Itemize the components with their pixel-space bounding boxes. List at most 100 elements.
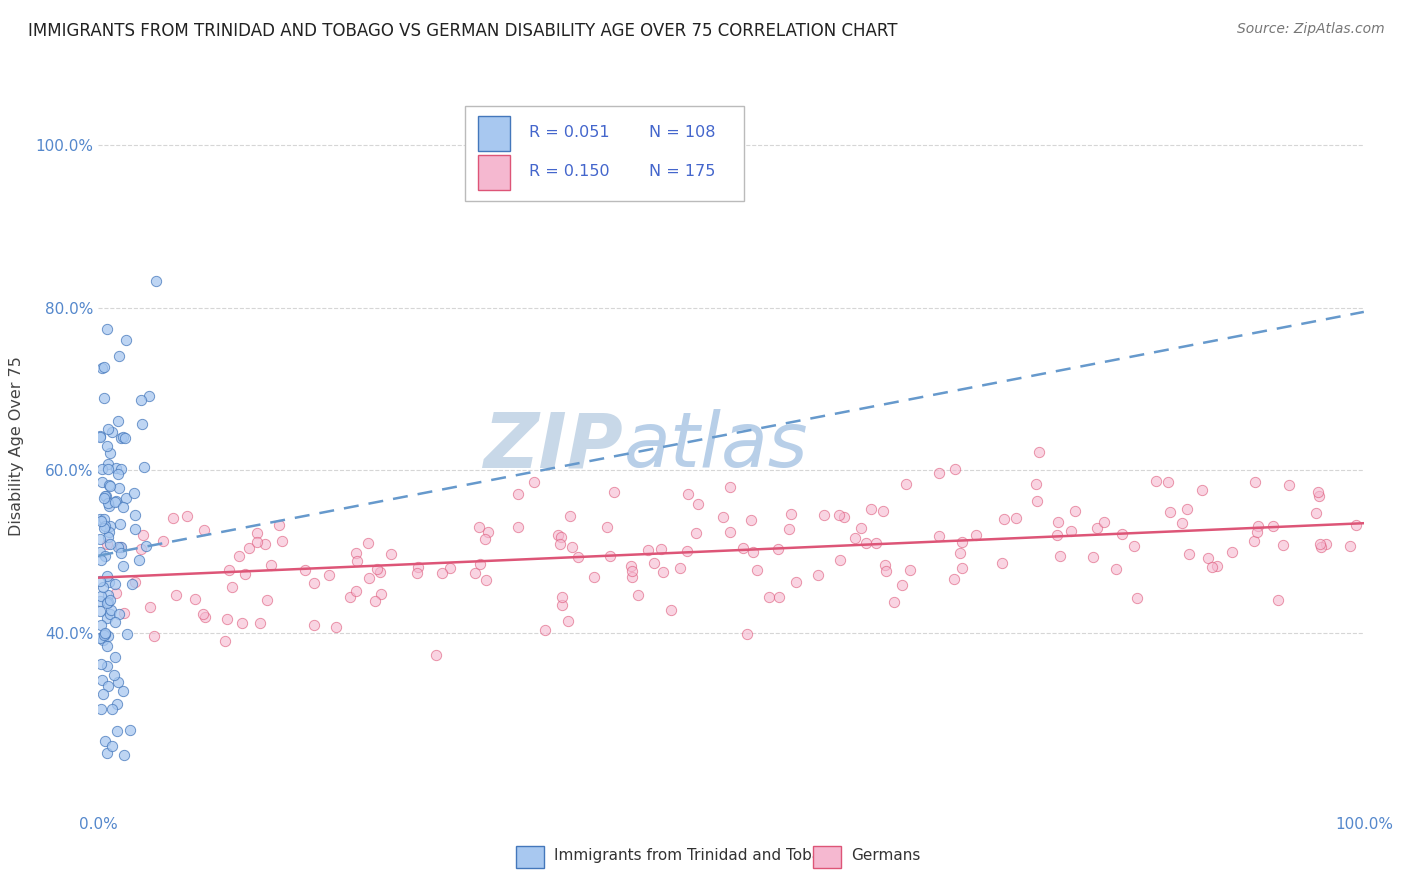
Point — [101, 701, 124, 715]
Point — [98, 593, 121, 607]
Point — [246, 525, 269, 540]
Point — [813, 508, 835, 522]
Point — [828, 553, 851, 567]
Point — [626, 588, 648, 602]
Point — [1005, 511, 1028, 525]
Point — [111, 558, 134, 573]
Point — [1309, 537, 1331, 551]
Point — [643, 556, 665, 570]
Point — [246, 534, 269, 549]
Point — [108, 349, 131, 363]
Point — [269, 517, 291, 532]
Point — [357, 536, 380, 550]
Text: N = 108: N = 108 — [648, 125, 716, 140]
Text: N = 175: N = 175 — [648, 164, 716, 179]
Point — [1028, 445, 1050, 459]
Bar — [813, 847, 841, 868]
Point — [1344, 518, 1367, 533]
Point — [859, 502, 882, 516]
Point — [1178, 547, 1201, 561]
Point — [855, 536, 877, 550]
Point — [720, 524, 742, 539]
Point — [1191, 483, 1213, 498]
Point — [104, 576, 127, 591]
Point — [1305, 506, 1327, 520]
Point — [943, 572, 966, 586]
Point — [111, 430, 134, 444]
Text: R = 0.150: R = 0.150 — [529, 164, 609, 179]
Point — [97, 525, 120, 540]
Point — [733, 541, 755, 556]
Point — [138, 389, 160, 403]
Point — [107, 467, 129, 481]
Point — [344, 546, 367, 560]
Point — [107, 675, 129, 690]
Point — [875, 558, 897, 572]
Point — [112, 683, 135, 698]
Point — [104, 649, 127, 664]
Point — [875, 564, 897, 578]
Point — [96, 322, 118, 336]
Point — [807, 567, 830, 582]
Point — [132, 527, 155, 541]
Point — [1159, 505, 1181, 519]
Point — [1123, 539, 1146, 553]
Point — [132, 460, 155, 475]
Point — [112, 747, 135, 762]
Point — [872, 504, 894, 518]
Point — [785, 575, 807, 590]
Point — [950, 560, 973, 574]
Point — [271, 534, 294, 549]
Point — [91, 673, 114, 687]
Point — [405, 566, 427, 581]
Point — [650, 541, 672, 556]
Point — [89, 512, 111, 526]
Point — [108, 540, 131, 554]
Text: IMMIGRANTS FROM TRINIDAD AND TOBAGO VS GERMAN DISABILITY AGE OVER 75 CORRELATION: IMMIGRANTS FROM TRINIDAD AND TOBAGO VS G… — [28, 22, 897, 40]
Point — [124, 523, 146, 537]
Point — [1201, 560, 1223, 574]
Point — [477, 524, 499, 539]
Bar — [478, 155, 510, 190]
Point — [676, 487, 699, 501]
Point — [621, 564, 644, 578]
Point — [652, 565, 675, 579]
Point — [107, 414, 129, 428]
Point — [1175, 501, 1198, 516]
Point — [294, 563, 316, 577]
Point — [218, 563, 240, 577]
Point — [745, 563, 768, 577]
Point — [602, 484, 624, 499]
Point — [129, 392, 152, 407]
Point — [949, 546, 972, 560]
Point — [249, 615, 271, 630]
Point — [950, 535, 973, 549]
Point — [110, 546, 132, 560]
Point — [93, 360, 115, 375]
Point — [339, 591, 361, 605]
Point — [779, 508, 801, 522]
Point — [1246, 525, 1268, 540]
Point — [370, 586, 392, 600]
Point — [468, 520, 491, 534]
Point — [686, 497, 709, 511]
Point — [114, 431, 136, 445]
Point — [304, 618, 326, 632]
Text: R = 0.051: R = 0.051 — [529, 125, 609, 140]
Point — [368, 565, 391, 579]
Point — [1197, 551, 1219, 566]
Point — [1308, 489, 1330, 503]
Point — [550, 531, 572, 545]
Point — [883, 595, 905, 609]
Point — [100, 603, 122, 617]
Point — [183, 592, 205, 607]
Point — [928, 529, 950, 543]
Point — [891, 577, 914, 591]
Point — [233, 567, 256, 582]
Point — [98, 446, 121, 460]
Point — [98, 607, 121, 621]
Point — [346, 554, 368, 568]
Point — [1092, 515, 1115, 529]
Point — [124, 485, 146, 500]
Point — [669, 561, 692, 575]
